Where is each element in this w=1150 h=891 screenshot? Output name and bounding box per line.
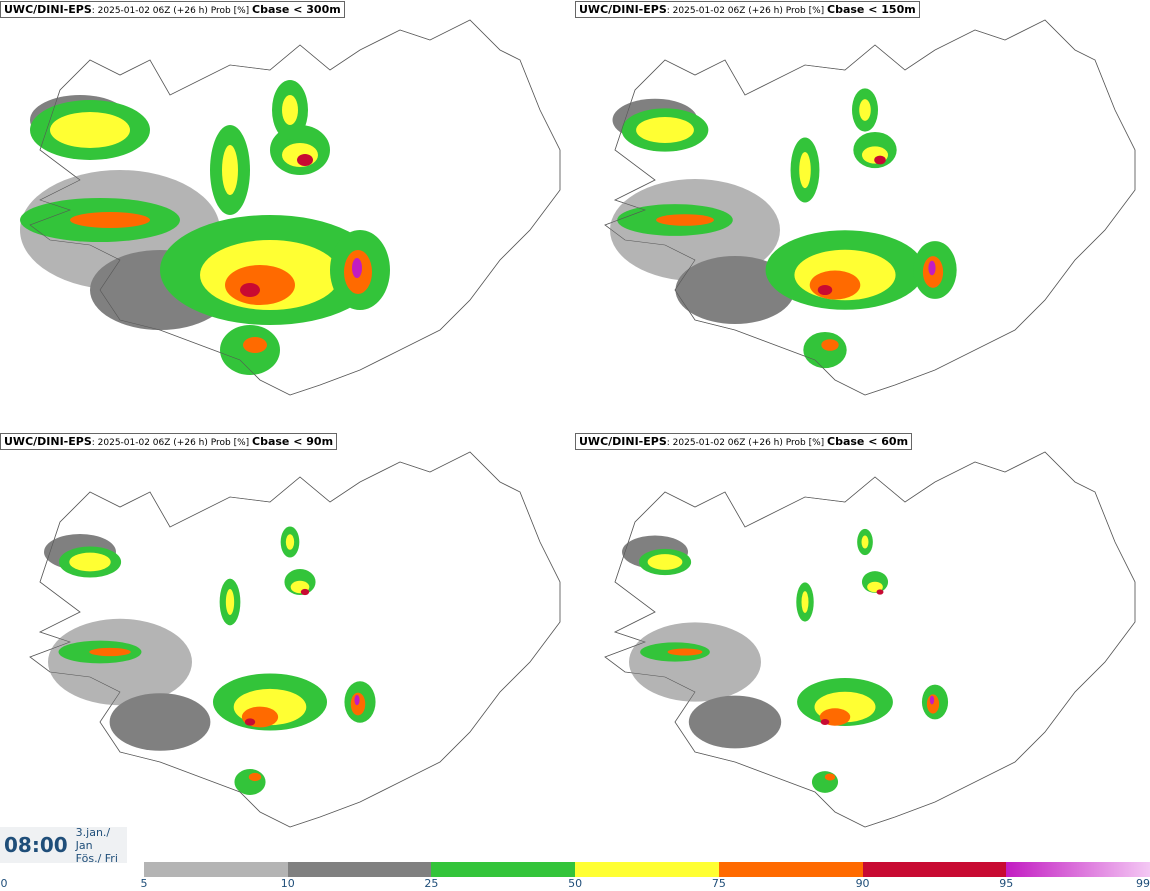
panel-title: UWC/DINI-EPS: 2025-01-02 06Z (+26 h) Pro… — [0, 1, 345, 18]
probability-area — [824, 773, 836, 781]
probability-area — [300, 588, 310, 596]
probability-area — [50, 112, 130, 148]
probability-area — [352, 258, 362, 278]
colorbar-segment — [287, 862, 432, 877]
valid-date-line1: 3.jan./ Jan — [75, 825, 111, 852]
colorbar-tick-label: 99 — [1136, 877, 1150, 890]
probability-area — [817, 284, 833, 296]
probability-area — [799, 151, 811, 189]
panel-model: UWC/DINI-EPS — [4, 3, 92, 16]
probability-area — [222, 145, 238, 195]
iceland-coastline-overlay — [604, 19, 1136, 396]
panel-info: : 2025-01-02 06Z (+26 h) Prob [%] — [91, 438, 253, 448]
probability-area — [656, 214, 714, 226]
probability-area — [929, 695, 935, 705]
colorbar-tick-label: 75 — [711, 877, 726, 890]
probability-area — [70, 212, 150, 228]
colorbar-tick-label: 90 — [855, 877, 870, 890]
probability-area — [244, 718, 256, 726]
valid-date-line2: Fös./ Fri — [75, 851, 118, 865]
panel-title: UWC/DINI-EPS: 2025-01-02 06Z (+26 h) Pro… — [575, 1, 920, 18]
panel-variable: Cbase < 150m — [827, 3, 916, 16]
probability-area — [811, 771, 839, 793]
map-panel: UWC/DINI-EPS: 2025-01-02 06Z (+26 h) Pro… — [575, 0, 1150, 432]
probability-area — [821, 339, 839, 351]
map-canvas — [604, 19, 1136, 396]
probability-area — [801, 591, 809, 613]
valid-time: 08:00 — [4, 833, 68, 857]
probability-area — [675, 256, 795, 324]
colorbar-tick-label: 5 — [140, 877, 148, 890]
panel-model: UWC/DINI-EPS — [579, 3, 667, 16]
map-canvas — [604, 451, 1136, 828]
colorbar-tick-label: 10 — [280, 877, 295, 890]
probability-area — [297, 154, 313, 166]
panel-variable: Cbase < 60m — [827, 435, 909, 448]
probability-area — [48, 618, 192, 706]
panel-info: : 2025-01-02 06Z (+26 h) Prob [%] — [91, 6, 253, 16]
colorbar — [144, 862, 1150, 877]
panel-model: UWC/DINI-EPS — [4, 435, 92, 448]
colorbar-tick-label: 95 — [999, 877, 1014, 890]
panel-variable: Cbase < 90m — [252, 435, 334, 448]
probability-area — [89, 647, 131, 657]
panel-title: UWC/DINI-EPS: 2025-01-02 06Z (+26 h) Pro… — [575, 433, 913, 450]
colorbar-segment — [144, 862, 288, 877]
probability-area — [688, 695, 782, 749]
probability-area — [876, 589, 884, 595]
probability-area — [282, 95, 298, 125]
iceland-coastline-overlay — [29, 451, 561, 828]
probability-area — [225, 589, 235, 615]
colorbar-segment — [718, 862, 863, 877]
colorbar-segment — [862, 862, 1007, 877]
probability-area — [861, 535, 869, 549]
map-panel: UWC/DINI-EPS: 2025-01-02 06Z (+26 h) Pro… — [575, 432, 1150, 864]
panel-title: UWC/DINI-EPS: 2025-01-02 06Z (+26 h) Pro… — [0, 433, 338, 450]
probability-area — [874, 155, 886, 165]
colorbar-tick-label: 25 — [424, 877, 439, 890]
probability-area — [354, 694, 360, 706]
colorbar-segment — [431, 862, 576, 877]
colorbar-segment — [575, 862, 719, 877]
probability-area — [243, 337, 267, 353]
panel-info: : 2025-01-02 06Z (+26 h) Prob [%] — [666, 438, 828, 448]
probability-area — [69, 552, 111, 572]
probability-area — [803, 331, 847, 369]
colorbar-tick-label: 50 — [568, 877, 583, 890]
probability-area — [225, 265, 295, 305]
map-panel: UWC/DINI-EPS: 2025-01-02 06Z (+26 h) Pro… — [0, 432, 575, 864]
probability-area — [809, 270, 861, 300]
probability-area — [859, 99, 871, 121]
iceland-coastline-overlay — [604, 451, 1136, 828]
probability-area — [234, 769, 266, 795]
map-canvas — [29, 451, 561, 828]
probability-area — [629, 622, 761, 702]
panel-info: : 2025-01-02 06Z (+26 h) Prob [%] — [666, 6, 828, 16]
colorbar-segment — [1006, 862, 1150, 877]
valid-time-box: 08:00 3.jan./ Jan Fös./ Fri — [0, 826, 127, 865]
probability-area — [285, 534, 295, 550]
probability-area — [248, 772, 262, 782]
map-panel: UWC/DINI-EPS: 2025-01-02 06Z (+26 h) Pro… — [0, 0, 575, 432]
probability-area — [667, 648, 703, 656]
colorbar-zero-label: 0 — [0, 877, 8, 890]
probability-area — [928, 260, 936, 276]
probability-area — [109, 693, 211, 751]
valid-date: 3.jan./ Jan Fös./ Fri — [76, 826, 127, 865]
panel-model: UWC/DINI-EPS — [579, 435, 667, 448]
probability-area — [647, 554, 683, 570]
panel-variable: Cbase < 300m — [252, 3, 341, 16]
map-canvas — [20, 19, 561, 396]
probability-area — [636, 116, 694, 144]
iceland-coastline-overlay — [29, 19, 561, 396]
probability-area — [820, 718, 830, 726]
probability-area — [240, 283, 260, 297]
